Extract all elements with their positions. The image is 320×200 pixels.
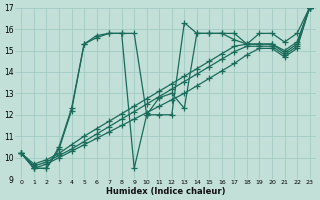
- X-axis label: Humidex (Indice chaleur): Humidex (Indice chaleur): [106, 187, 225, 196]
